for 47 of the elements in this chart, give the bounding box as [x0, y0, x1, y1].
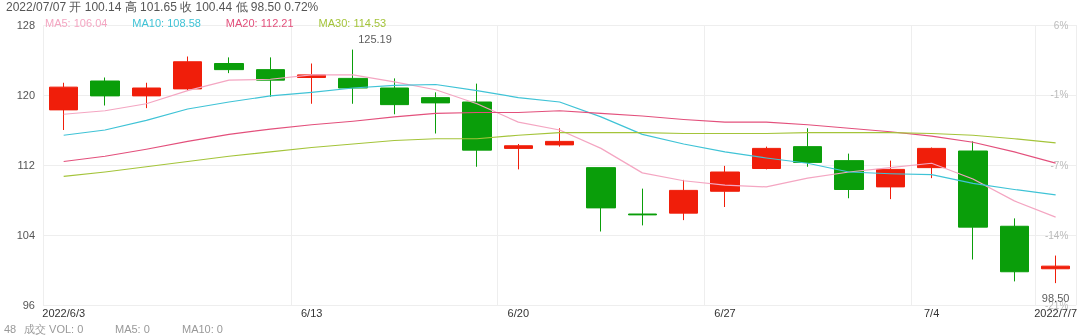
candlestick: [338, 49, 368, 105]
candlestick: [958, 140, 988, 260]
candlestick: [793, 127, 822, 168]
x-tick-label: 6/13: [300, 306, 323, 319]
candlestick: [504, 143, 533, 170]
y-tick-label: 104: [16, 229, 35, 241]
annotation: 125.19: [358, 33, 392, 46]
x-tick-label: 6/20: [507, 306, 530, 319]
candlestick: [214, 56, 244, 74]
text: MA10: 108.58: [132, 17, 201, 29]
text: MA30: 114.53: [318, 17, 387, 29]
candlestick: [421, 91, 450, 134]
candlestick: [917, 147, 946, 179]
text: MA20: 112.21: [225, 17, 294, 29]
candlestick: [586, 167, 616, 232]
candlestick: [380, 77, 409, 115]
candlestick: [132, 82, 161, 109]
y2-tick-label: 6%: [1053, 19, 1069, 31]
y-tick-label: 112: [17, 159, 35, 171]
y-tick-label: 128: [16, 19, 35, 31]
candlestick: [710, 165, 740, 208]
text: MA5: 0: [115, 322, 150, 335]
candlestick: [545, 127, 574, 148]
candlestick: [628, 188, 657, 226]
candlestick: [834, 153, 864, 199]
text: MA5: 106.04: [45, 17, 108, 29]
x-tick-label: 2022/6/3: [42, 306, 86, 319]
candlestick: [1000, 217, 1029, 282]
x-tick-label: 6/27: [714, 306, 736, 319]
candlestick: [49, 82, 78, 131]
candlestick: [1041, 255, 1070, 284]
candlestick: [90, 77, 120, 106]
y-tick-label: 96: [22, 299, 35, 311]
y2-tick-label: -7%: [1050, 159, 1069, 171]
candlestick: [669, 179, 698, 221]
y-tick-label: 120: [16, 89, 35, 101]
candlestick: [173, 56, 202, 92]
candlestick: [462, 83, 492, 168]
candlestick: [876, 160, 905, 200]
text: 成交 VOL: 0: [24, 322, 84, 335]
y2-tick-label: -14%: [1044, 229, 1069, 241]
text: MA10: 0: [182, 322, 223, 335]
candlestick: [752, 146, 781, 170]
chart-title: 2022/07/07 开 100.14 高 101.65 收 100.44 低 98.50 0.72%: [6, 0, 319, 14]
text: 48: [4, 322, 17, 335]
x-tick-label: 7/4: [923, 306, 940, 319]
y2-tick-label: -1%: [1050, 89, 1069, 101]
